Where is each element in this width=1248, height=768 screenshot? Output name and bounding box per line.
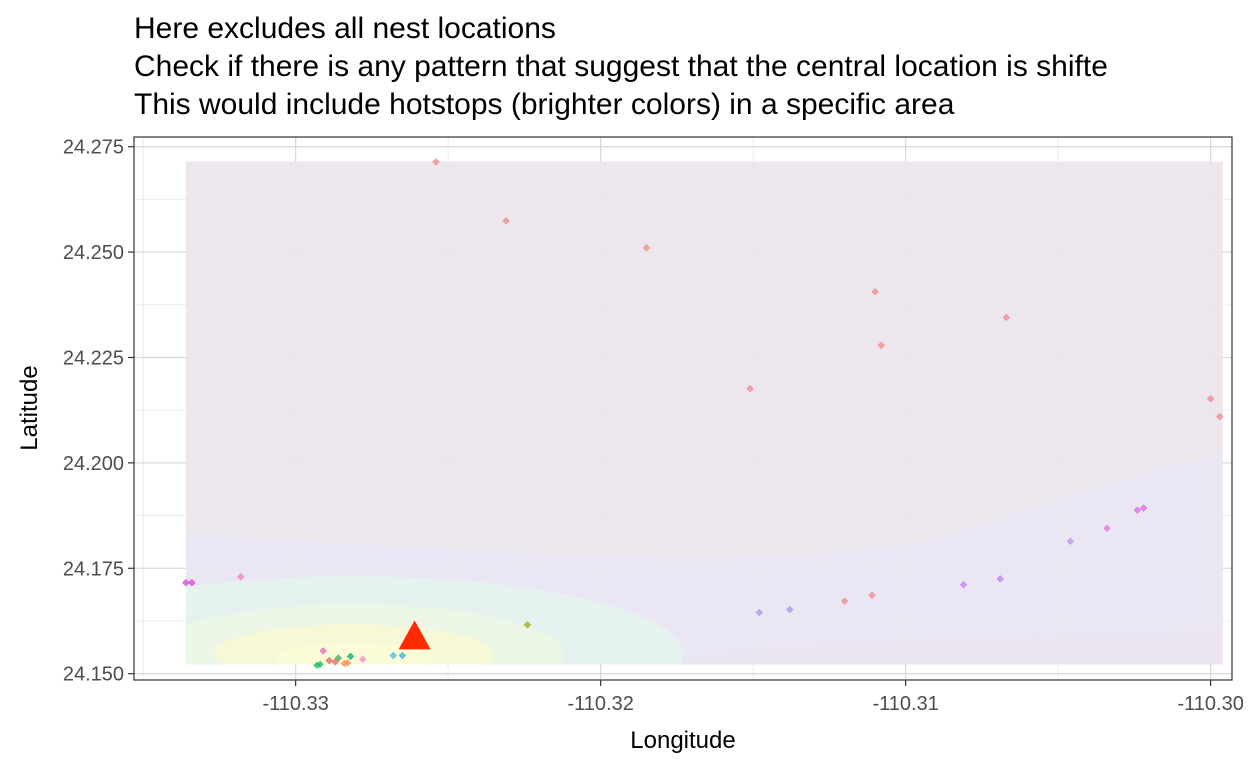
y-tick-label: 24.175 <box>63 558 124 580</box>
data-point <box>188 578 196 587</box>
data-point <box>1066 537 1074 545</box>
points-layer <box>182 158 1224 669</box>
x-axis-title: Longitude <box>630 727 735 754</box>
data-point <box>331 658 339 666</box>
data-point <box>746 385 754 393</box>
chart-title-line-1: Here excludes all nest locations <box>134 12 556 45</box>
data-point <box>523 621 532 629</box>
data-point <box>877 341 885 349</box>
data-point <box>502 217 510 225</box>
data-point <box>389 651 397 660</box>
data-point <box>642 244 651 252</box>
data-point <box>868 591 876 599</box>
data-point <box>871 288 879 296</box>
axes: -110.33 -110.32 -110.31 -110.30 24.150 24.175… <box>63 137 1244 715</box>
center-marker-layer <box>398 620 431 650</box>
chart-title: Here excludes all nest locations Check i… <box>134 10 1108 124</box>
chart-title-line-3: This would include hotstops (brighter co… <box>134 88 955 121</box>
chart-title-line-2: Check if there is any pattern that sugge… <box>134 50 1108 83</box>
data-point <box>182 578 190 587</box>
data-point <box>1002 313 1010 322</box>
data-point <box>340 659 349 668</box>
density-contours <box>185 454 1223 665</box>
data-point <box>786 605 794 614</box>
data-point <box>1216 412 1224 421</box>
data-point <box>432 158 440 166</box>
data-point <box>755 608 763 617</box>
data-point <box>959 581 968 589</box>
data-point <box>1103 524 1111 532</box>
data-point <box>1133 506 1142 514</box>
data-point <box>237 573 245 581</box>
y-tick-label: 24.225 <box>63 347 124 369</box>
x-tick-label: -110.32 <box>567 693 633 715</box>
x-tick-label: -110.33 <box>262 693 328 715</box>
density-band-edge <box>673 629 1223 665</box>
data-point <box>996 575 1004 583</box>
data-point <box>325 656 333 665</box>
data-point <box>1139 504 1148 512</box>
data-point <box>359 655 367 663</box>
center-marker-triangle <box>398 620 431 650</box>
data-point <box>334 654 342 662</box>
data-point <box>1207 395 1215 403</box>
plot-panel-border <box>133 136 1233 681</box>
density-layer <box>185 161 1223 665</box>
density-contour-peak <box>273 642 434 665</box>
y-tick-label: 24.150 <box>63 664 124 686</box>
data-point <box>313 661 321 669</box>
y-axis-title: Latitude <box>16 365 43 450</box>
y-tick-label: 24.250 <box>63 242 124 264</box>
y-tick-label: 24.275 <box>63 137 124 159</box>
data-point <box>841 597 849 605</box>
x-tick-label: -110.31 <box>872 693 938 715</box>
x-tick-label: -110.30 <box>1177 693 1243 715</box>
data-point <box>398 651 407 660</box>
data-point <box>346 652 355 661</box>
data-point <box>319 647 327 655</box>
y-tick-label: 24.200 <box>63 453 124 475</box>
